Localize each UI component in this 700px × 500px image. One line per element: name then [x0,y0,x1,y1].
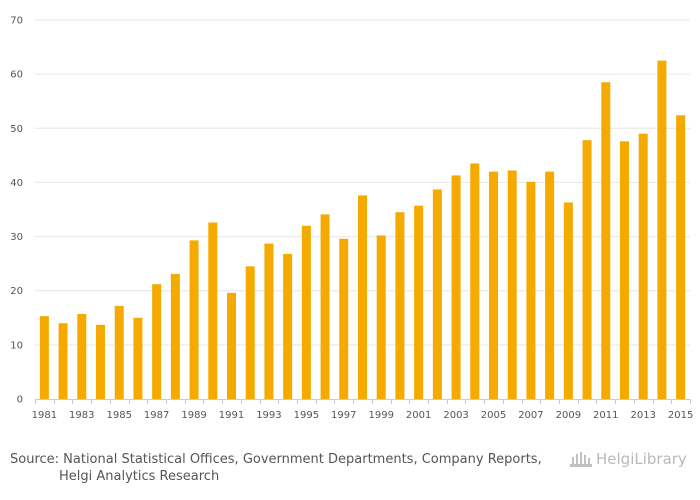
x-tick-label: 1981 [32,410,57,421]
bar-2007 [526,181,536,399]
x-tick-label: 1995 [294,410,319,421]
x-tick-label: 2011 [593,410,618,421]
x-tick-label: 2007 [518,410,543,421]
bar-1986 [133,317,143,399]
y-tick-label: 30 [10,232,23,243]
x-tick-label: 2001 [406,410,431,421]
bar-1995 [301,225,311,399]
bar-2006 [507,170,517,399]
bar-1987 [152,284,162,399]
bar-2012 [620,141,629,399]
x-tick-label: 2015 [668,410,693,421]
bar-1981 [39,316,49,399]
y-tick-label: 10 [10,340,23,351]
source-note: Source: National Statistical Offices, Go… [10,451,550,485]
x-tick-label: 1985 [106,410,131,421]
bar-2003 [451,175,461,399]
bar-2000 [395,212,405,399]
building-icon [570,452,592,467]
bar-1988 [170,273,180,399]
bar-2009 [563,202,573,399]
bar-2001 [414,205,424,399]
bar-2015 [676,115,686,399]
y-tick-label: 50 [10,124,23,135]
bar-1997 [339,238,349,399]
helgi-library-logo: HelgiLibrary [569,448,687,470]
x-tick-label: 1983 [69,410,94,421]
bar-2002 [432,189,442,399]
y-tick-label: 40 [10,178,23,189]
bar-2011 [601,82,611,399]
y-tick-label: 60 [10,70,23,81]
bar-2013 [638,133,648,399]
bar-1984 [96,324,105,399]
bar-2005 [489,171,498,399]
bar-chart: 0 10 20 30 40 50 60 70 1981 1983 1985 1987 1989 1991 1… [10,16,693,422]
x-tick-label: 2003 [443,410,468,421]
bar-1991 [227,292,236,399]
bar-1993 [264,243,274,399]
bar-1983 [77,313,87,399]
x-tick-label: 2013 [630,410,655,421]
bar-1989 [189,240,199,399]
x-tick-label: 2009 [556,410,581,421]
x-tick-label: 1989 [181,410,206,421]
axes: 0 10 20 30 40 50 60 70 1981 1983 1985 1987 1989 1991 1… [10,16,693,422]
y-tick-label: 70 [10,16,23,27]
x-tick-label: 1987 [144,410,169,421]
x-tick-label: 2005 [481,410,506,421]
bar-1985 [114,305,124,399]
brand-name: HelgiLibrary [596,450,687,468]
bar-1992 [245,266,255,399]
bar-2008 [545,171,555,399]
x-tick-label: 1997 [331,410,356,421]
bar-1996 [320,214,330,399]
x-tick-label: 1999 [368,410,393,421]
bar-2004 [470,163,480,399]
bar-2014 [657,60,667,399]
y-tick-label: 20 [10,286,23,297]
bar-2010 [582,140,592,399]
source-line-2: Helgi Analytics Research [59,469,220,484]
bar-series [39,60,686,399]
y-tick-label: 0 [17,395,23,406]
bar-1999 [376,235,386,399]
x-tick-label: 1991 [219,410,244,421]
bar-1990 [208,222,218,399]
bar-1982 [58,323,68,399]
bar-1994 [283,253,293,399]
source-line-1: Source: National Statistical Offices, Go… [10,452,542,467]
bar-1998 [358,195,367,399]
x-tick-label: 1993 [256,410,281,421]
